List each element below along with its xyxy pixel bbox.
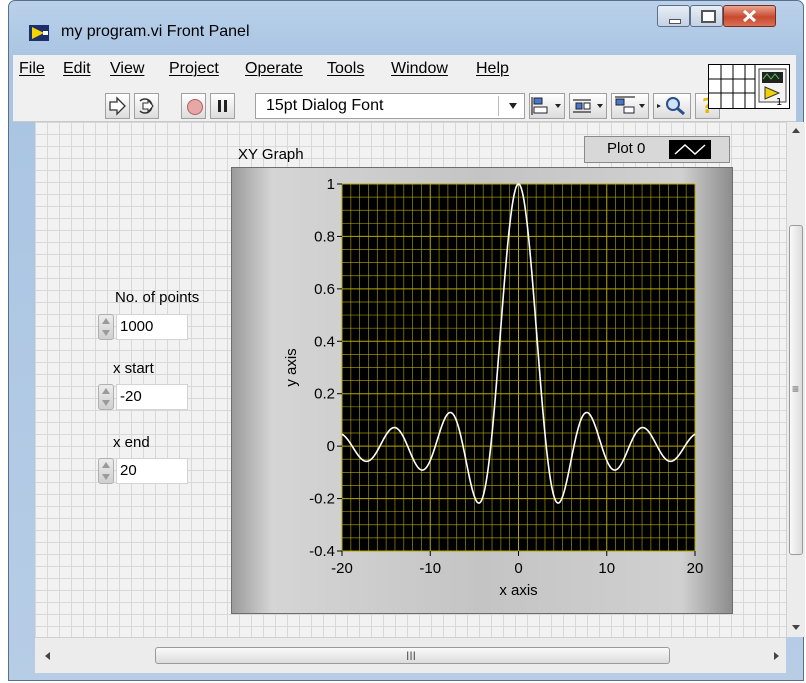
close-icon (742, 9, 757, 23)
resize-objects-button[interactable] (611, 93, 649, 119)
run-button[interactable] (105, 93, 130, 119)
close-button[interactable] (723, 5, 776, 27)
no-of-points-label: No. of points (115, 289, 200, 306)
menu-view[interactable]: View (110, 60, 145, 77)
horizontal-scrollbar[interactable]: III (35, 637, 786, 673)
y-tick-label: 0.8 (314, 228, 335, 245)
abort-button[interactable] (181, 93, 206, 119)
reorder-button[interactable] (653, 93, 691, 119)
minimize-icon (669, 19, 681, 24)
increment-arrow-icon (102, 318, 110, 324)
y-tick-label: -0.4 (309, 543, 335, 560)
distribute-objects-icon (573, 99, 603, 113)
align-objects-button[interactable] (529, 93, 565, 119)
decrement-arrow-icon (102, 474, 110, 480)
front-panel-window: my program.vi Front Panel File Edit View… (8, 0, 805, 681)
scroll-up-arrow-icon[interactable] (792, 128, 800, 133)
scroll-down-arrow-icon[interactable] (792, 625, 800, 630)
x-axis-label: x axis (499, 582, 537, 599)
maximize-icon (701, 10, 716, 23)
x-tick-label: 0 (514, 560, 522, 577)
horizontal-thumb-grip-icon: III (406, 649, 417, 663)
connector-pane-icon: 1 (709, 65, 787, 108)
font-selector-value: 15pt Dialog Font (266, 97, 384, 114)
menu-project[interactable]: Project (169, 60, 219, 77)
distribute-objects-button[interactable] (569, 93, 607, 119)
x-end-spinner[interactable] (98, 458, 114, 484)
x-tick-label: -10 (419, 560, 441, 577)
magnifier-icon (657, 97, 685, 116)
xy-graph[interactable]: -20 -10 0 10 20 -0.4 -0.2 0 0.2 0.4 0.6 0.8 1 x axis y… (35, 122, 786, 637)
vertical-scroll-thumb[interactable]: ≡ (789, 225, 803, 555)
resize-objects-icon (615, 96, 645, 114)
plot-legend-swatch (669, 140, 711, 159)
y-tick-label: -0.2 (309, 491, 335, 508)
plot-legend[interactable]: Plot 0 (584, 136, 730, 163)
align-objects-icon (531, 97, 561, 115)
svg-text:1: 1 (776, 97, 782, 108)
menu-file[interactable]: File (19, 60, 45, 77)
y-axis-label: y axis (283, 348, 300, 386)
run-continuously-button[interactable] (134, 93, 159, 119)
front-panel-canvas[interactable]: No. of points 1000 x start -20 x end 20 … (35, 122, 786, 637)
maximize-button[interactable] (690, 5, 723, 27)
scroll-left-arrow-icon[interactable] (45, 652, 50, 660)
menu-bar: File Edit View Project Operate Tools Win… (13, 55, 796, 83)
x-start-label: x start (113, 360, 154, 377)
plot-0-trace (341, 183, 696, 504)
plot-legend-name: Plot 0 (607, 140, 646, 157)
line-plot-icon (674, 143, 706, 156)
decrement-arrow-icon (102, 330, 110, 336)
increment-arrow-icon (102, 462, 110, 468)
y-tick-label: 0 (327, 438, 335, 455)
menu-tools[interactable]: Tools (327, 60, 365, 77)
labview-vi-icon (29, 25, 49, 41)
y-tick-label: 0.2 (314, 386, 335, 403)
menu-operate[interactable]: Operate (245, 60, 303, 77)
vertical-scrollbar[interactable]: ≡ (786, 122, 805, 637)
no-of-points-input[interactable]: 1000 (116, 314, 188, 340)
scroll-right-arrow-icon[interactable] (774, 652, 779, 660)
x-tick-label: 10 (598, 560, 615, 577)
x-end-input[interactable]: 20 (116, 458, 188, 484)
run-continuously-icon (139, 98, 154, 114)
y-tick-label: 0.6 (314, 281, 335, 298)
x-start-input[interactable]: -20 (116, 384, 188, 410)
menu-edit[interactable]: Edit (63, 60, 91, 77)
minimize-button[interactable] (657, 5, 690, 27)
font-selector-divider (498, 96, 499, 116)
pause-button[interactable] (210, 93, 235, 119)
x-tick-label: 20 (687, 560, 704, 577)
chevron-down-icon (509, 103, 517, 109)
title-bar[interactable]: my program.vi Front Panel (9, 1, 803, 41)
font-selector[interactable]: 15pt Dialog Font (255, 93, 525, 119)
toolbar: 15pt Dialog Font (13, 83, 796, 122)
horizontal-scroll-thumb[interactable]: III (155, 647, 670, 664)
x-tick-label: -20 (331, 560, 353, 577)
help-question-icon: ? (702, 94, 714, 118)
connector-pane[interactable]: 1 (708, 64, 790, 109)
menu-help[interactable]: Help (476, 60, 509, 77)
x-end-label: x end (113, 434, 150, 451)
pause-icon (218, 100, 221, 112)
run-arrow-icon (109, 96, 126, 116)
abort-stop-icon (187, 99, 203, 115)
no-of-points-spinner[interactable] (98, 314, 114, 340)
y-tick-label: 1 (327, 176, 335, 193)
graph-label: XY Graph (238, 146, 304, 163)
x-start-spinner[interactable] (98, 384, 114, 410)
menu-window[interactable]: Window (391, 60, 448, 77)
vertical-thumb-grip-icon: ≡ (792, 382, 800, 396)
decrement-arrow-icon (102, 400, 110, 406)
increment-arrow-icon (102, 388, 110, 394)
window-title: my program.vi Front Panel (61, 23, 250, 40)
y-tick-label: 0.4 (314, 333, 335, 350)
